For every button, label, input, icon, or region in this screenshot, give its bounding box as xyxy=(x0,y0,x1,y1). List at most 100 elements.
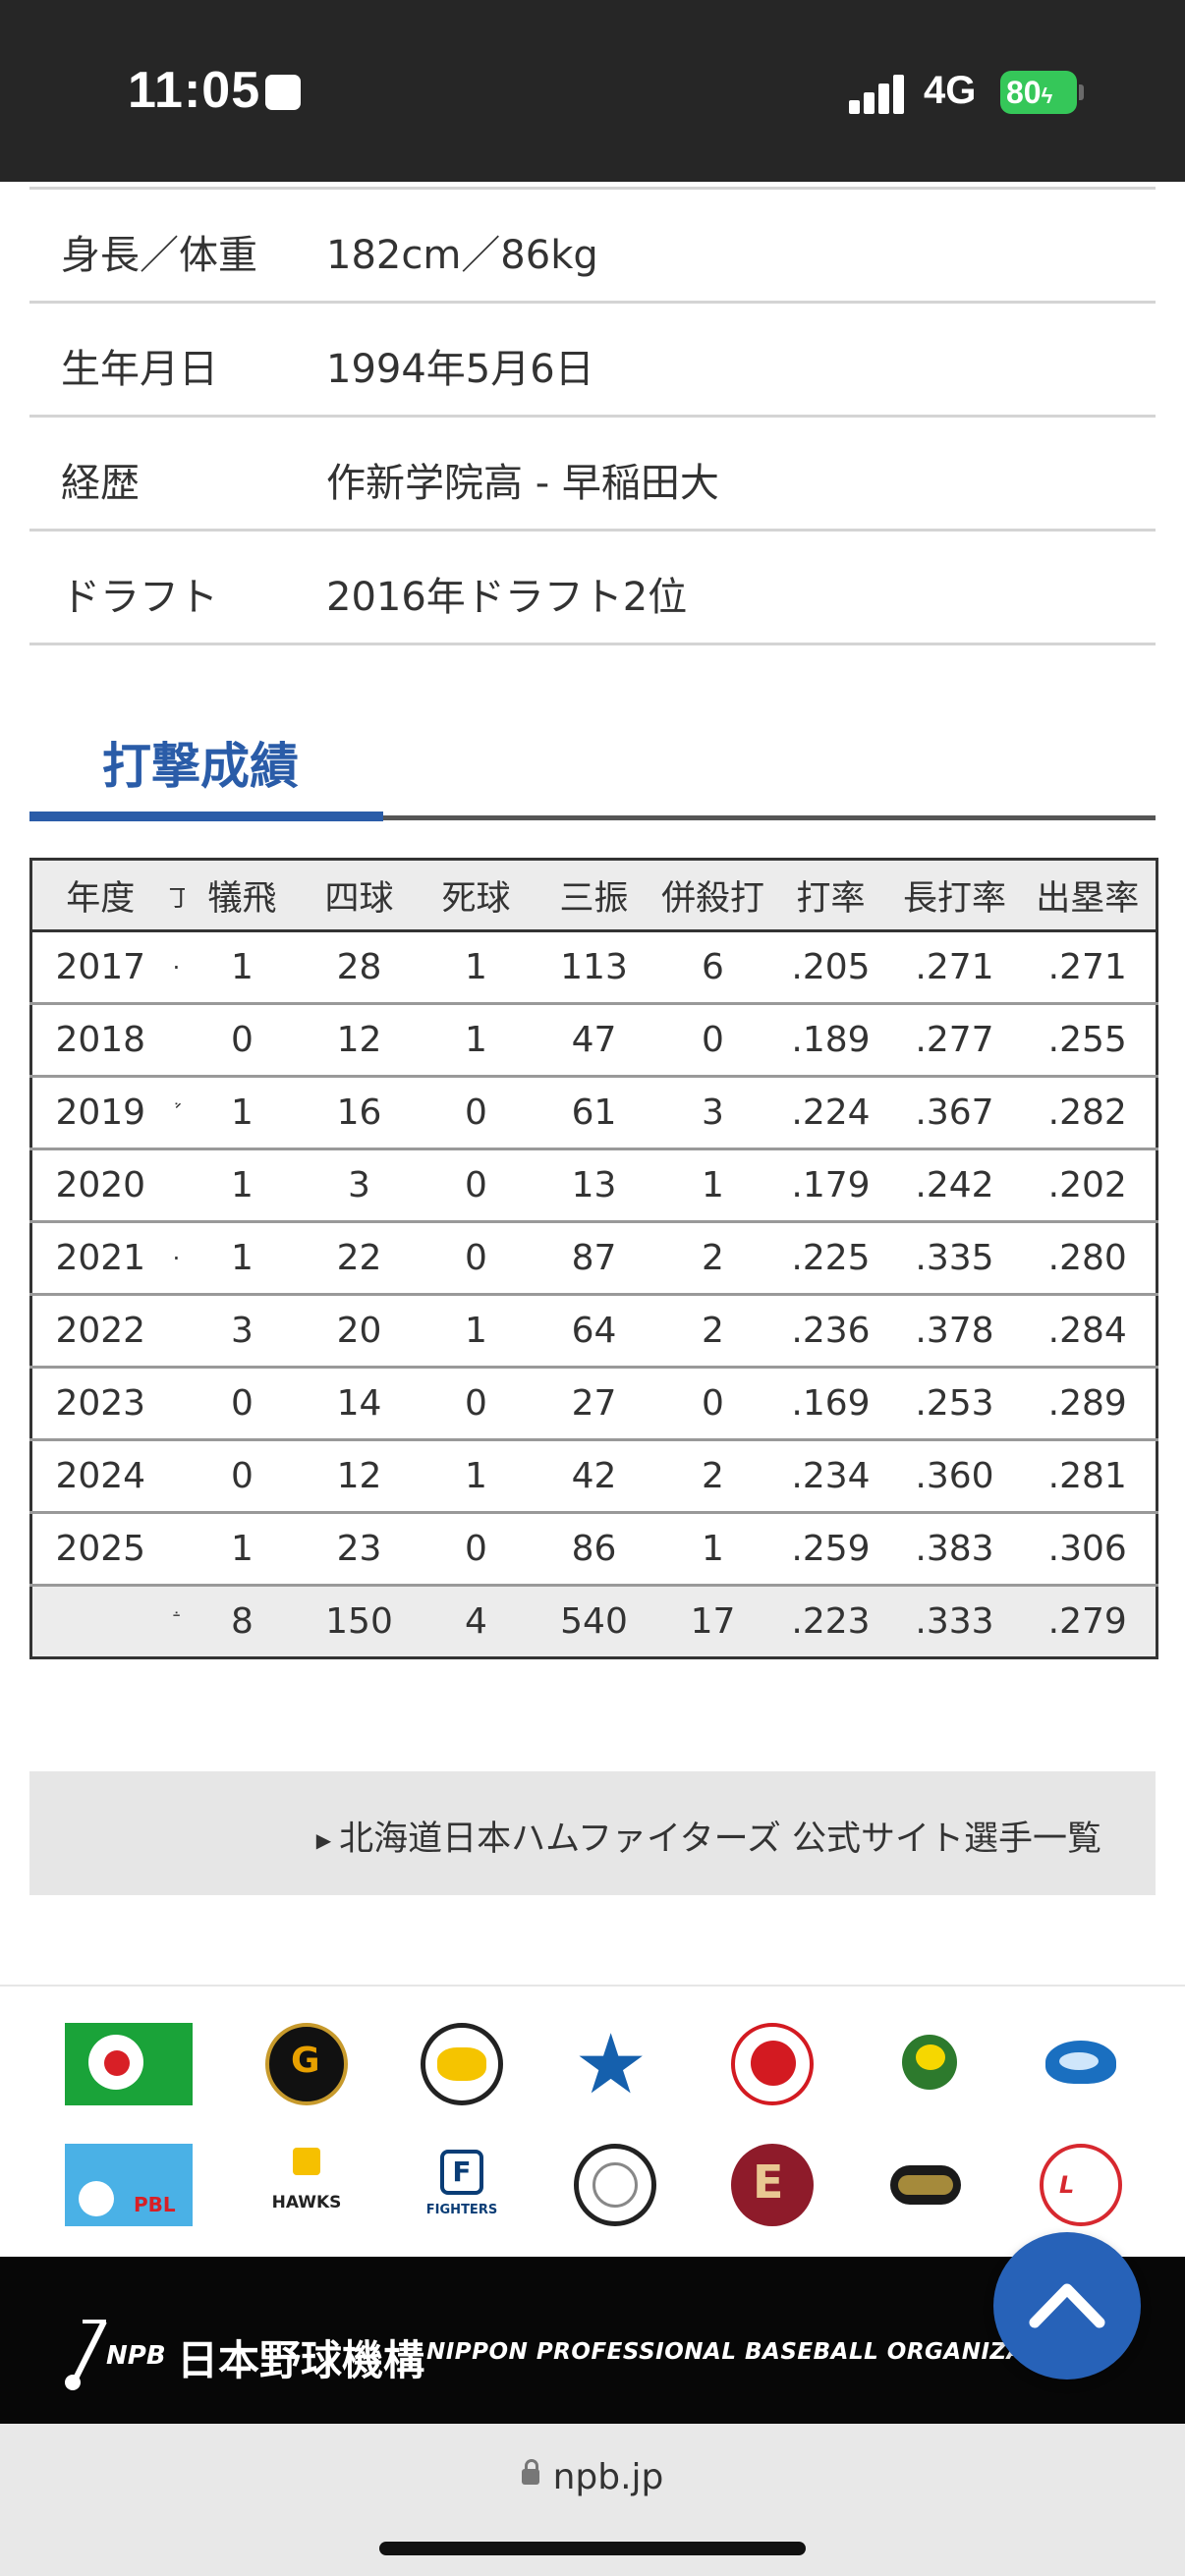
table-cell: 1 xyxy=(184,1511,301,1587)
table-cell: 64 xyxy=(534,1293,654,1369)
table-cell xyxy=(168,1438,185,1514)
marines-logo[interactable] xyxy=(574,2144,656,2226)
battery-level: 80 xyxy=(1006,75,1042,110)
profile-key: ドラフト xyxy=(61,575,218,620)
col-header: 打率 xyxy=(771,858,890,932)
lock-icon xyxy=(521,2459,539,2485)
table-cell: 2 xyxy=(653,1293,772,1369)
col-header: 三振 xyxy=(534,858,654,932)
table-cell: .279 xyxy=(1019,1584,1157,1659)
table-cell: .259 xyxy=(771,1511,890,1587)
section-divider xyxy=(29,815,1156,820)
table-cell: 2023 xyxy=(30,1366,169,1441)
table-cell: 17 xyxy=(653,1584,772,1659)
table-cell: ꜘ xyxy=(168,1075,185,1150)
table-cell xyxy=(168,1511,185,1587)
table-cell: 6 xyxy=(653,929,772,1005)
profile-key: 身長／体重 xyxy=(61,233,257,278)
table-cell: .289 xyxy=(1019,1366,1157,1441)
table-cell: 1 xyxy=(418,1002,535,1078)
table-cell: 150 xyxy=(300,1584,419,1659)
table-cell: 0 xyxy=(184,1366,301,1441)
table-cell: 2 xyxy=(653,1438,772,1514)
table-cell: .284 xyxy=(1019,1293,1157,1369)
table-cell: .281 xyxy=(1019,1438,1157,1514)
baystars-logo[interactable]: ★ xyxy=(574,2016,649,2112)
url-display[interactable]: npb.jp xyxy=(0,2457,1185,2497)
table-cell: 2020 xyxy=(30,1148,169,1223)
table-cell: 47 xyxy=(534,1002,654,1078)
table-cell: 8 xyxy=(184,1584,301,1659)
table-cell: 86 xyxy=(534,1511,654,1587)
col-header: 併殺打 xyxy=(653,858,772,932)
table-row: 2024 0 12 1 42 2.234.360.281 xyxy=(30,1438,1157,1514)
table-cell: .242 xyxy=(889,1148,1020,1223)
table-cell: 61 xyxy=(534,1075,654,1150)
table-cell xyxy=(30,1584,169,1659)
table-cell: 1 xyxy=(418,929,535,1005)
signal-icon xyxy=(849,71,908,114)
table-cell: .378 xyxy=(889,1293,1020,1369)
focus-mode-icon xyxy=(265,75,301,110)
back-to-top-button[interactable] xyxy=(993,2232,1141,2380)
swallows-logo[interactable] xyxy=(888,2023,971,2105)
table-cell: 0 xyxy=(418,1148,535,1223)
table-header-row: 年度 丁 犠飛 四球 死球 三振 併殺打 打率 長打率 出塁率 xyxy=(30,858,1157,932)
table-cell: 2019 xyxy=(30,1075,169,1150)
table-cell: 20 xyxy=(300,1293,419,1369)
table-cell: 113 xyxy=(534,929,654,1005)
table-row: 2022 3 20 1 64 2.236.378.284 xyxy=(30,1293,1157,1369)
battery-icon: 80ϟ xyxy=(1000,71,1077,114)
table-cell: 87 xyxy=(534,1220,654,1296)
table-cell: 1 xyxy=(184,1075,301,1150)
pacific-league-logo[interactable]: PBL xyxy=(65,2144,193,2226)
col-header: 出塁率 xyxy=(1019,858,1157,932)
table-cell: 2 xyxy=(653,1220,772,1296)
table-cell: .271 xyxy=(1019,929,1157,1005)
dragons-logo[interactable] xyxy=(1040,2023,1122,2105)
table-cell xyxy=(168,1002,185,1078)
npb-footer: NPB 日本野球機構 NIPPON PROFESSIONAL BASEBALL … xyxy=(0,2257,1185,2424)
table-cell: .277 xyxy=(889,1002,1020,1078)
table-cell: 27 xyxy=(534,1366,654,1441)
network-type: 4G xyxy=(924,69,977,112)
table-row: 2017 · 1 28 1 113 6.205.271.271 xyxy=(30,929,1157,1005)
table-cell: 2018 xyxy=(30,1002,169,1078)
table-cell: .223 xyxy=(771,1584,890,1659)
profile-value: 2016年ドラフト2位 xyxy=(326,575,688,620)
npb-abbr: NPB xyxy=(106,2341,166,2371)
section-title-batting: 打撃成績 xyxy=(102,738,299,795)
table-cell: · xyxy=(168,929,185,1005)
table-cell: 3 xyxy=(653,1075,772,1150)
team-player-list-link-bar: ▶ 北海道日本ハムファイターズ 公式サイト選手一覧 xyxy=(29,1771,1156,1895)
hawks-logo[interactable]: HAWKS xyxy=(265,2144,348,2226)
batting-stats-table[interactable]: 年度 丁 犠飛 四球 死球 三振 併殺打 打率 長打率 出塁率 2017·128… xyxy=(29,858,1158,1659)
npb-org-name-jp: 日本野球機構 xyxy=(177,2336,425,2384)
table-cell: 28 xyxy=(300,929,419,1005)
tigers-logo[interactable] xyxy=(421,2023,503,2105)
table-cell: 0 xyxy=(418,1511,535,1587)
profile-row-career: 経歴 作新学院高 - 早稲田大 xyxy=(29,418,1156,532)
lions-logo[interactable]: L xyxy=(1040,2144,1122,2226)
status-time: 11:05 xyxy=(128,62,261,119)
buffaloes-logo[interactable] xyxy=(884,2144,967,2226)
table-cell: .205 xyxy=(771,929,890,1005)
table-cell: .306 xyxy=(1019,1511,1157,1587)
profile-table: 身長／体重 182cm／86kg 生年月日 1994年5月6日 経歴 作新学院高… xyxy=(29,187,1156,645)
profile-row-birthdate: 生年月日 1994年5月6日 xyxy=(29,304,1156,418)
central-league-logo[interactable] xyxy=(65,2023,193,2105)
table-cell: 13 xyxy=(534,1148,654,1223)
table-cell: .236 xyxy=(771,1293,890,1369)
table-cell: 23 xyxy=(300,1511,419,1587)
fighters-logo[interactable]: F FIGHTERS xyxy=(421,2144,503,2226)
eagles-logo[interactable]: E xyxy=(731,2144,814,2226)
table-cell: 0 xyxy=(418,1075,535,1150)
status-bar: 11:05 4G 80ϟ xyxy=(0,0,1185,182)
giants-logo[interactable]: G xyxy=(265,2023,348,2105)
team-player-list-link[interactable]: ▶ 北海道日本ハムファイターズ 公式サイト選手一覧 xyxy=(316,1811,1101,1861)
table-cell: .333 xyxy=(889,1584,1020,1659)
table-cell: 4 xyxy=(418,1584,535,1659)
carp-logo[interactable] xyxy=(731,2023,814,2105)
table-cell: .253 xyxy=(889,1366,1020,1441)
table-cell: .271 xyxy=(889,929,1020,1005)
